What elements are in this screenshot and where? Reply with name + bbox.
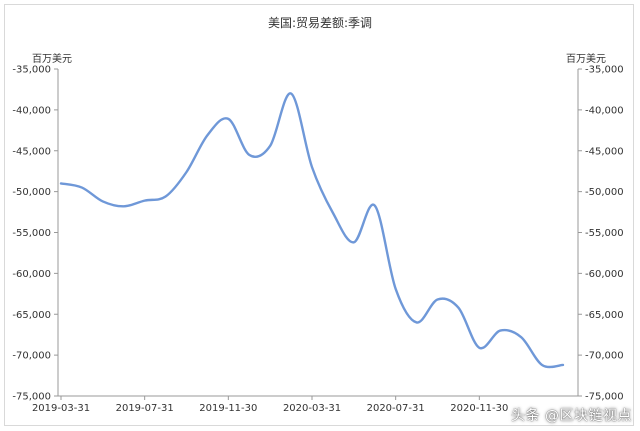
right-y-tick-label: -70,000 [585, 351, 624, 362]
chart-title: 美国:贸易差额:季调 [268, 16, 372, 30]
right-y-tick-label: -75,000 [585, 392, 624, 403]
right-axis-unit: 百万美元 [566, 52, 606, 65]
left-y-tick-label: -50,000 [12, 187, 51, 198]
right-y-tick-label: -50,000 [585, 187, 624, 198]
data-point [415, 321, 418, 324]
data-point [457, 307, 460, 309]
data-point [520, 336, 522, 338]
right-y-tick-label: -45,000 [585, 146, 624, 157]
x-tick-label: 2020-03-31 [283, 403, 341, 414]
left-y-tick-label: -60,000 [12, 269, 51, 280]
right-y-tick-label: -60,000 [585, 269, 624, 280]
series-line [59, 92, 565, 369]
right-y-tick-label: -35,000 [585, 65, 624, 76]
x-tick-label: 2020-07-31 [367, 403, 425, 414]
data-point [499, 330, 501, 332]
watermark: 头条 @区块链视点 [511, 408, 632, 424]
data-point [81, 186, 83, 189]
data-point [353, 241, 355, 243]
left-y-tick-label: -45,000 [12, 146, 51, 157]
data-point [290, 92, 292, 95]
left-y-tick-label: -65,000 [12, 310, 51, 321]
data-point [374, 204, 376, 207]
data-point [332, 212, 334, 214]
data-point [562, 364, 564, 366]
data-point [269, 145, 271, 147]
left-y-tick-label: -75,000 [12, 392, 51, 403]
left-y-tick-label: -40,000 [12, 105, 51, 116]
data-point [436, 298, 439, 301]
right-y-tick-label: -65,000 [585, 310, 624, 321]
data-point [541, 364, 543, 366]
right-y-tick-label: -40,000 [585, 105, 624, 116]
left-axis-unit: 百万美元 [32, 52, 72, 65]
data-point [144, 200, 146, 202]
chart-frame [4, 4, 634, 426]
x-tick-label: 2019-03-31 [32, 403, 90, 414]
x-tick-label: 2019-07-31 [116, 403, 174, 414]
data-point [60, 182, 62, 185]
data-point [102, 200, 104, 203]
right-y-tick-label: -55,000 [585, 228, 624, 239]
data-point [248, 154, 250, 156]
left-y-tick-label: -55,000 [12, 228, 51, 239]
data-point [227, 118, 229, 120]
data-point [478, 347, 480, 349]
x-tick-label: 2020-11-30 [450, 403, 508, 414]
data-point [311, 166, 313, 168]
data-point [185, 171, 188, 173]
data-point [164, 195, 167, 198]
data-point [123, 205, 125, 207]
data-point [395, 288, 397, 290]
left-y-tick-label: -35,000 [12, 65, 51, 76]
x-tick-label: 2019-11-30 [199, 403, 257, 414]
left-y-tick-label: -70,000 [12, 351, 51, 362]
data-point [206, 134, 209, 136]
